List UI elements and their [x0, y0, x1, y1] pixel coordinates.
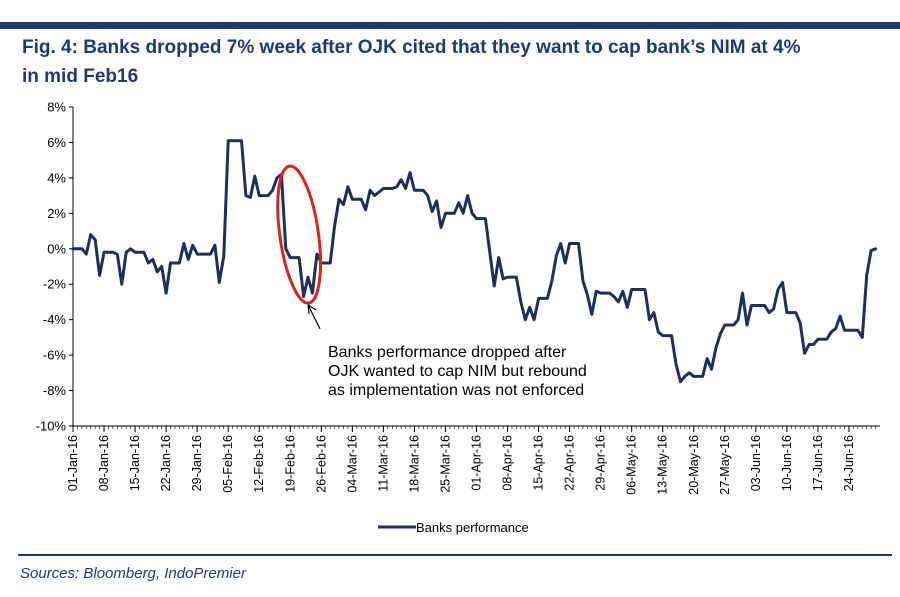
highlight-ellipse [276, 164, 323, 305]
annotation-arrow [307, 304, 321, 330]
footer-rule [18, 554, 892, 556]
x-tick-label: 25-Mar-16 [438, 435, 452, 493]
x-tick-label: 05-Feb-16 [221, 435, 235, 493]
x-tick-label: 27-May-16 [718, 435, 732, 495]
x-tick-label: 08-Jan-16 [97, 435, 111, 491]
source-note: Sources: Bloomberg, IndoPremier [20, 565, 246, 582]
annotation-text: Banks performance dropped after OJK wante… [328, 344, 587, 399]
x-tick-label: 13-May-16 [656, 435, 670, 495]
chart-title-line-2: in mid Feb16 [22, 66, 139, 87]
y-tick-label: -4% [43, 312, 67, 327]
x-tick-label: 04-Mar-16 [345, 435, 359, 493]
x-tick-label: 29-Jan-16 [190, 435, 204, 491]
y-tick-label: -2% [43, 277, 67, 292]
x-tick-label: 11-Mar-16 [376, 435, 390, 492]
x-tick-label: 08-Apr-16 [501, 435, 515, 491]
y-tick-label: 8% [47, 100, 66, 115]
x-tick-label: 24-Jun-16 [842, 435, 856, 491]
x-tick-label: 03-Jun-16 [749, 435, 763, 491]
x-tick-label: 29-Apr-16 [594, 435, 608, 491]
x-tick-label: 17-Jun-16 [811, 435, 825, 491]
x-tick-label: 01-Apr-16 [470, 435, 484, 491]
x-axis: 01-Jan-16 08-Jan-16 15-Jan-16 22-Jan-16 29-J… [66, 425, 880, 495]
chart-area: 8% 6% 4% 2% 0% -2% -4% -6% -8% -10% 01-Jan-16 08-J… [0, 95, 900, 545]
annotation-line: as implementation was not enforced [328, 382, 584, 399]
series-layer [71, 139, 878, 384]
y-axis: 8% 6% 4% 2% 0% -2% -4% -6% -8% -10% [36, 100, 74, 434]
x-tick-label: 06-May-16 [625, 435, 639, 495]
legend: Banks performance [378, 520, 529, 535]
annotation-line: OJK wanted to cap NIM but rebound [328, 363, 587, 380]
x-tick-label: 10-Jun-16 [780, 435, 794, 491]
x-tick-label: 12-Feb-16 [252, 435, 266, 493]
chart-title: Fig. 4: Banks dropped 7% week after OJK … [22, 33, 892, 91]
y-tick-label: 0% [47, 241, 66, 256]
legend-label: Banks performance [416, 520, 529, 535]
x-tick-label: 19-Feb-16 [283, 435, 297, 493]
x-tick-label: 15-Apr-16 [532, 435, 546, 491]
y-tick-label: 6% [47, 135, 66, 150]
annotation-line: Banks performance dropped after [328, 344, 567, 361]
x-tick-label: 22-Jan-16 [159, 435, 173, 491]
annotation-arrow-head [307, 304, 317, 314]
x-tick-label: 15-Jan-16 [128, 435, 142, 491]
x-tick-label: 26-Feb-16 [314, 435, 328, 493]
y-tick-label: -8% [43, 383, 67, 398]
y-tick-label: -6% [43, 348, 67, 363]
line-chart: 8% 6% 4% 2% 0% -2% -4% -6% -8% -10% 01-Jan-16 08-J… [36, 100, 880, 535]
y-tick-label: 2% [47, 206, 66, 221]
series-line-banks-performance [71, 139, 878, 384]
x-tick-label: 18-Mar-16 [407, 435, 421, 493]
chart-title-line-1: Fig. 4: Banks dropped 7% week after OJK … [22, 37, 801, 58]
y-tick-label: 4% [47, 170, 66, 185]
x-tick-label: 20-May-16 [687, 435, 701, 495]
y-tick-label: -10% [36, 419, 67, 434]
title-top-rule [0, 22, 900, 29]
x-tick-label: 01-Jan-16 [66, 435, 80, 491]
annotation-layer: Banks performance dropped after OJK wante… [276, 164, 587, 399]
x-tick-label: 22-Apr-16 [563, 435, 577, 491]
